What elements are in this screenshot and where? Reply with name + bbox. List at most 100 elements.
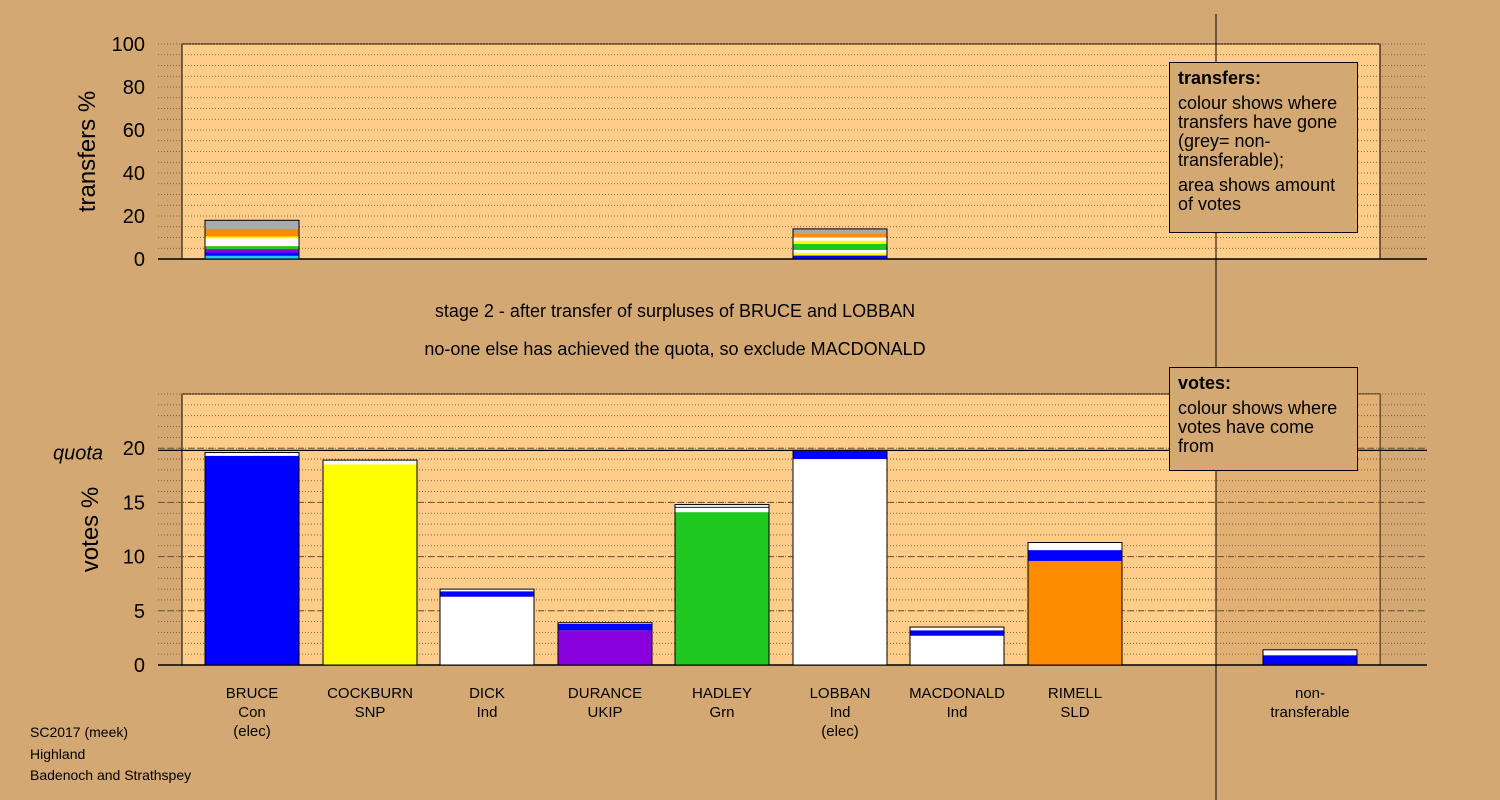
votes-legend-colour-text: colour shows where votes have come from	[1178, 398, 1338, 456]
candidate-label-line: DURANCE	[568, 685, 642, 702]
bar-segment	[1263, 649, 1357, 656]
stacked-bar	[204, 452, 300, 666]
bar-segment	[793, 459, 887, 665]
transfers-legend-area-text: area shows amount of votes	[1178, 175, 1336, 214]
bar-segment	[205, 452, 299, 456]
bar-outline	[322, 459, 418, 666]
candidate-label-line: DICK	[469, 685, 505, 702]
transfers-legend-title: transfers:	[1178, 68, 1262, 88]
votes-legend: votes: colour shows where votes have com…	[1169, 367, 1358, 471]
bar-segment	[793, 243, 887, 250]
y-tick-label: 5	[134, 601, 145, 623]
footer-election: SC2017 (meek)	[30, 724, 129, 740]
candidate-label-line: SLD	[1060, 704, 1089, 721]
footer-ward: Badenoch and Strathspey	[30, 767, 192, 783]
y-tick-label: 0	[134, 655, 145, 677]
bar-segment	[440, 589, 534, 592]
bar-segment	[1028, 560, 1122, 665]
candidate-label-line: HADLEY	[692, 685, 752, 702]
bar-outline	[909, 626, 1005, 666]
stacked-bar	[204, 219, 300, 260]
bar-segment	[323, 464, 417, 665]
bar-segment	[793, 228, 887, 234]
bar-segment	[675, 507, 769, 513]
bar-segment	[793, 252, 887, 256]
bar-outline	[792, 228, 888, 260]
y-tick-label: 100	[112, 34, 145, 56]
candidate-label-line: MACDONALD	[909, 685, 1005, 702]
bar-segment	[205, 228, 299, 237]
candidate-label-line: Ind	[830, 704, 851, 721]
votes-legend-title: votes:	[1178, 373, 1232, 393]
candidate-label-line: non-	[1295, 685, 1325, 702]
bar-outline	[439, 588, 535, 666]
bar-segment	[1028, 550, 1122, 561]
y-tick-label: 40	[123, 163, 145, 185]
candidate-labels: BRUCE Con (elec) COCKBURN SNP DICK Ind DURANCE U…	[226, 685, 1350, 740]
y-tick-label: 0	[134, 249, 145, 271]
bar-segment	[793, 450, 887, 460]
bar-segment	[793, 255, 887, 259]
bar-segment	[205, 246, 299, 250]
candidate-label-line: SNP	[355, 704, 386, 721]
bar-segment	[205, 252, 299, 256]
bar-segment	[793, 249, 887, 253]
bar-segment	[558, 623, 652, 631]
bar-segment	[323, 460, 417, 465]
bar-segment	[205, 255, 299, 259]
bar-outline	[674, 504, 770, 666]
y-axis-label: votes %	[77, 487, 104, 572]
bar-segment	[675, 512, 769, 665]
candidate-label-line: transferable	[1270, 704, 1349, 721]
bar-segment	[910, 630, 1004, 636]
bar-outline	[1262, 649, 1358, 666]
bar-segment	[793, 237, 887, 241]
candidate-label-line: RIMELL	[1048, 685, 1102, 702]
bar-segment	[205, 249, 299, 253]
stacked-bar	[792, 449, 888, 666]
bar-segment	[205, 238, 299, 247]
bar-segment	[910, 635, 1004, 665]
bar-segment	[440, 591, 534, 597]
candidate-label-line: LOBBAN	[810, 685, 871, 702]
bar-segment	[675, 506, 769, 508]
candidate-label-line: Ind	[477, 704, 498, 721]
stage-title: stage 2 - after transfer of surpluses of…	[434, 301, 916, 321]
y-tick-label: 20	[123, 206, 145, 228]
stacked-bar	[674, 504, 770, 666]
bar-segment	[558, 622, 652, 624]
candidate-label-line: Grn	[709, 704, 734, 721]
stacked-bar	[322, 459, 418, 666]
bar-outline	[557, 622, 653, 666]
candidate-label-line: BRUCE	[226, 685, 279, 702]
candidate-label-line: Ind	[947, 704, 968, 721]
y-tick-label: 10	[123, 547, 145, 569]
candidate-label-line: Con	[238, 704, 266, 721]
bar-segment	[1028, 542, 1122, 551]
bar-segment	[205, 455, 299, 665]
bar-segment	[793, 233, 887, 238]
bar-outline	[204, 219, 300, 260]
bar-segment	[675, 504, 769, 507]
stacked-bar	[557, 622, 653, 666]
bar-outline	[204, 452, 300, 666]
candidate-label-line: UKIP	[587, 704, 622, 721]
footer-council: Highland	[30, 746, 86, 762]
bar-segment	[793, 240, 887, 244]
transfers-legend-colour-text: colour shows where transfers have gone (…	[1178, 93, 1338, 170]
bar-segment	[205, 236, 299, 239]
bar-segment	[205, 220, 299, 229]
stacked-bar	[1027, 542, 1123, 666]
y-tick-label: 60	[123, 120, 145, 142]
candidate-label-line: (elec)	[233, 723, 271, 740]
y-axis-label: transfers %	[74, 91, 101, 212]
bar-segment	[558, 630, 652, 665]
stacked-bar	[909, 626, 1005, 666]
bar-outline	[1027, 542, 1123, 666]
bar-segment	[910, 627, 1004, 631]
candidate-label-line: (elec)	[821, 723, 859, 740]
bar-segment	[440, 596, 534, 665]
stacked-bar	[439, 588, 535, 666]
candidate-label-line: COCKBURN	[327, 685, 413, 702]
y-tick-label: 20	[123, 438, 145, 460]
